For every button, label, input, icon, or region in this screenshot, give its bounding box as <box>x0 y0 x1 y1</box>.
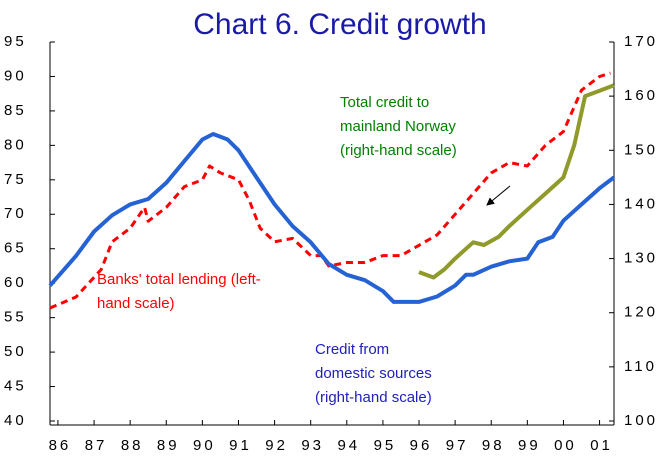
annotation: hand scale) <box>97 295 175 312</box>
annotation: mainland Norway <box>340 118 456 135</box>
annotation: Total credit to <box>340 94 429 111</box>
x-tick-label: 86 <box>49 437 72 454</box>
y2-tick-label: 120 <box>624 304 658 321</box>
x-tick-label: 88 <box>121 437 144 454</box>
annotation: domestic sources <box>315 365 432 382</box>
x-tick-label: 89 <box>157 437 180 454</box>
y2-tick-label: 100 <box>624 412 658 429</box>
x-tick-label: 92 <box>265 437 288 454</box>
y-tick-label: 40 <box>4 412 27 429</box>
annotation: (right-hand scale) <box>340 142 457 159</box>
x-tick-label: 94 <box>337 437 360 454</box>
x-tick-label: 95 <box>374 437 397 454</box>
y-tick-label: 70 <box>4 205 27 222</box>
plot-area <box>50 44 614 425</box>
x-tick-label: 98 <box>482 437 505 454</box>
series-line <box>49 71 611 310</box>
x-tick-label: 00 <box>554 437 577 454</box>
y2-tick-label: 150 <box>624 141 658 158</box>
y-tick-label: 65 <box>4 240 27 257</box>
annotation-arrow <box>486 185 511 206</box>
annotation: Banks' total lending (left- <box>97 271 261 288</box>
x-tick-label: 93 <box>301 437 324 454</box>
y-tick-label: 75 <box>4 171 27 188</box>
x-tick-label: 87 <box>85 437 108 454</box>
annotation: (right-hand scale) <box>315 389 432 406</box>
x-tick-label: 97 <box>446 437 469 454</box>
y-tick-label: 60 <box>4 274 27 291</box>
y2-tick-label: 160 <box>624 87 658 104</box>
y-tick-label: 85 <box>4 102 27 119</box>
series-line <box>48 132 616 304</box>
y2-tick-label: 130 <box>624 250 658 267</box>
chart-title: Chart 6. Credit growth <box>193 8 486 41</box>
x-tick-label: 99 <box>518 437 541 454</box>
annotation: Credit from <box>315 341 389 358</box>
y-tick-label: 50 <box>4 343 27 360</box>
y2-tick-label: 110 <box>624 358 657 375</box>
x-tick-label: 90 <box>193 437 216 454</box>
y2-tick-label: 140 <box>624 195 658 212</box>
y-tick-label: 90 <box>4 67 27 84</box>
x-tick-label: 96 <box>410 437 433 454</box>
y2-tick-label: 170 <box>624 33 658 50</box>
x-tick-label: 01 <box>590 437 613 454</box>
y-tick-label: 55 <box>4 309 27 326</box>
series-line <box>418 83 615 280</box>
y-tick-label: 45 <box>4 378 27 395</box>
x-tick-label: 91 <box>229 437 252 454</box>
y-tick-label: 95 <box>4 33 27 50</box>
y-tick-label: 80 <box>4 136 27 153</box>
